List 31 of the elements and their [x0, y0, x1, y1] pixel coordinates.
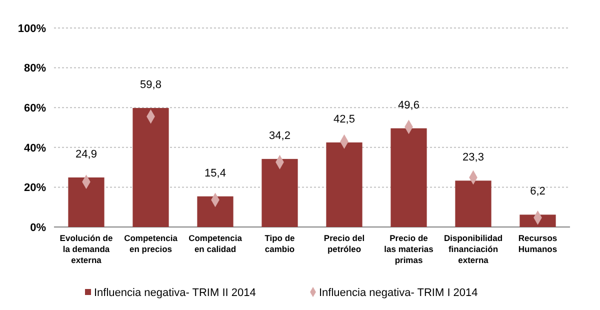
legend-label: Influencia negativa- TRIM II 2014 — [94, 287, 256, 299]
data-label: 15,4 — [204, 167, 226, 180]
bar — [262, 158, 298, 227]
bar — [455, 180, 492, 227]
bar — [68, 177, 104, 227]
x-tick-label: Recursos Humanos — [518, 233, 558, 254]
x-tick-label: Evolución de la demanda externa — [60, 233, 113, 265]
data-label: 59,8 — [140, 79, 162, 91]
legend-label: Influencia negativa- TRIM I 2014 — [319, 287, 478, 299]
y-tick-label: 40% — [24, 142, 46, 154]
y-tick-label: 0% — [30, 222, 46, 234]
data-label: 6,2 — [530, 186, 546, 198]
data-label: 49,6 — [398, 99, 420, 112]
x-tick-label: Competencia en calidad — [188, 233, 242, 254]
data-label: 24,9 — [76, 148, 97, 160]
x-tick-label: Competencia en precios — [124, 233, 178, 254]
bar — [390, 128, 427, 227]
x-tick-label: Precio de las materias primas — [384, 233, 434, 265]
y-tick-label: 100% — [18, 22, 46, 35]
data-label: 34,2 — [269, 130, 290, 142]
data-label: 42,5 — [334, 113, 355, 126]
x-tick-label: Precio del petróleo — [324, 233, 365, 254]
x-tick-label: Tipo de cambio — [264, 233, 296, 254]
y-tick-label: 20% — [24, 182, 46, 194]
x-tick-label: Disponibilidad financiación externa — [444, 233, 503, 265]
bar — [326, 142, 362, 227]
y-tick-label: 80% — [24, 62, 46, 75]
bar — [132, 108, 169, 227]
y-tick-label: 60% — [24, 102, 46, 114]
bar — [197, 196, 234, 227]
data-label: 23,3 — [462, 152, 484, 164]
